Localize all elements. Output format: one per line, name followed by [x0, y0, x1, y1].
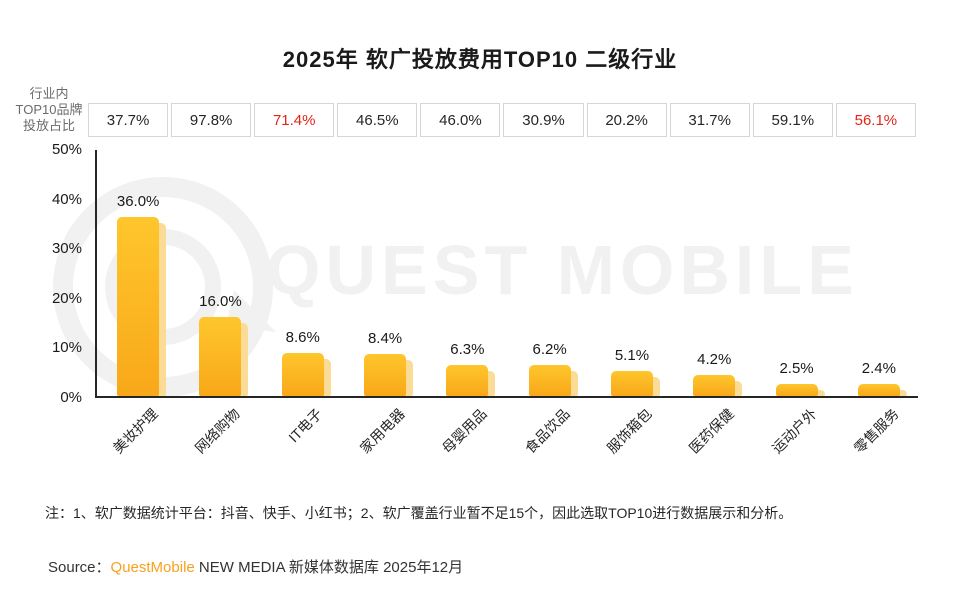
bar-美妆护理: 36.0%: [117, 193, 167, 396]
top10-share-cell: 46.0%: [420, 103, 501, 137]
bar-家用电器: 8.4%: [364, 330, 414, 396]
top10-brand-share-row: 37.7% 97.8% 71.4% 46.5% 46.0% 30.9% 20.2% 31.7%…: [88, 103, 916, 137]
top10-share-cell: 56.1%: [835, 103, 916, 137]
x-category-label: 运动户外: [768, 405, 820, 457]
bar-零售服务: 2.4%: [857, 360, 907, 396]
bar-医药保健: 4.2%: [693, 351, 743, 396]
page-title: 2025年 软广投放费用TOP10 二级行业: [282, 47, 678, 72]
top10-share-cell: 97.8%: [171, 103, 252, 137]
y-tick-label: 0%: [60, 389, 82, 406]
bar-value-label: 8.6%: [285, 329, 320, 346]
top10-share-cell: 71.4%: [254, 103, 335, 137]
bar-网络购物: 16.0%: [199, 293, 249, 396]
questmobile-watermark-text: QUEST MOBILE: [266, 231, 859, 309]
x-category-label: 母婴用品: [439, 405, 491, 457]
source-prefix: Source：: [48, 559, 111, 576]
bar-母婴用品: 6.3%: [446, 341, 496, 396]
bar-value-label: 36.0%: [116, 193, 160, 210]
top10-share-cell: 31.7%: [669, 103, 750, 137]
y-tick-label: 40%: [51, 191, 82, 208]
bar-value-label: 16.0%: [199, 293, 242, 310]
bar-IT电子: 8.6%: [281, 329, 331, 396]
x-category-label: 零售服务: [850, 405, 902, 457]
x-category-label: 食品饮品: [521, 405, 573, 457]
y-tick-label: 30%: [51, 240, 82, 257]
y-tick-label: 10%: [51, 339, 82, 356]
x-category-label: 服饰箱包: [603, 405, 655, 457]
top10-share-cell: 30.9%: [503, 103, 584, 137]
y-tick-label: 20%: [51, 290, 82, 307]
bar-服饰箱包: 5.1%: [610, 347, 660, 396]
bar-value-label: 2.5%: [779, 360, 814, 377]
top-row-axis-label-line: 行业内: [29, 86, 69, 101]
bar-value-label: 6.2%: [532, 341, 567, 358]
top-row-axis-label-line: 投放占比: [22, 118, 75, 133]
bar-value-label: 4.2%: [697, 351, 732, 368]
source-line: Source：QuestMobile NEW MEDIA 新媒体数据库 2025…: [48, 556, 463, 577]
bar-运动户外: 2.5%: [775, 360, 825, 396]
footnote: 注：1、软广数据统计平台：抖音、快手、小红书；2、软广覆盖行业暂不足15个，因此…: [45, 505, 793, 521]
bar-value-label: 5.1%: [614, 347, 650, 364]
x-category-label: 医药保健: [686, 405, 737, 457]
top10-share-cell: 46.5%: [337, 103, 418, 137]
bar-value-label: 6.3%: [450, 341, 485, 358]
y-tick-label: 50%: [51, 141, 82, 158]
source-brand: QuestMobile: [110, 559, 195, 576]
bar-value-label: 2.4%: [861, 360, 896, 377]
source-rest: NEW MEDIA 新媒体数据库 2025年12月: [194, 559, 464, 576]
top10-share-cell: 37.7%: [88, 103, 169, 137]
bar-食品饮品: 6.2%: [528, 341, 578, 396]
top10-share-cell: 20.2%: [586, 103, 667, 137]
bar-value-label: 8.4%: [367, 330, 403, 347]
bar-chart-plot-area: 36.0% 16.0% 8.6% 8.4% 6.3% 6.2% 5.1% 4.2% 2.5% 2.…: [95, 150, 918, 398]
top-row-axis-label-line: TOP10品牌: [15, 102, 83, 117]
top-row-axis-label: 行业内 TOP10品牌 投放占比: [6, 86, 92, 134]
x-category-label: 家用电器: [356, 405, 408, 457]
top10-share-cell: 59.1%: [752, 103, 833, 137]
